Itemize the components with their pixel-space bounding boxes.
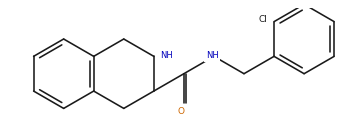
Text: NH: NH bbox=[206, 51, 218, 60]
Text: Cl: Cl bbox=[258, 15, 267, 24]
Text: O: O bbox=[178, 107, 184, 116]
Text: NH: NH bbox=[160, 51, 173, 60]
